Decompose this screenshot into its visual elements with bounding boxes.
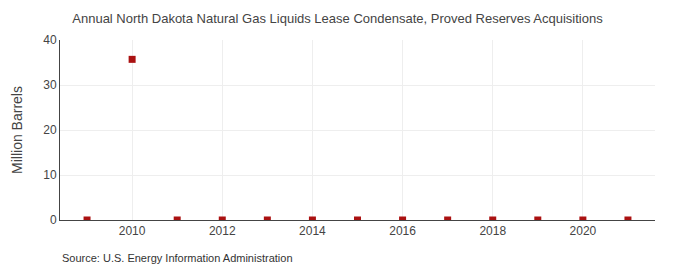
svg-text:2014: 2014 xyxy=(299,224,326,238)
svg-text:20: 20 xyxy=(43,123,57,137)
svg-text:40: 40 xyxy=(43,33,57,47)
svg-text:Million Barrels: Million Barrels xyxy=(9,86,25,174)
svg-text:2016: 2016 xyxy=(389,224,416,238)
svg-text:2012: 2012 xyxy=(209,224,236,238)
svg-text:2018: 2018 xyxy=(479,224,506,238)
svg-text:10: 10 xyxy=(43,168,57,182)
svg-text:Source: U.S. Energy Informatio: Source: U.S. Energy Information Administ… xyxy=(62,252,293,264)
svg-text:Annual North Dakota Natural Ga: Annual North Dakota Natural Gas Liquids … xyxy=(72,11,603,26)
svg-text:2020: 2020 xyxy=(570,224,597,238)
svg-text:2010: 2010 xyxy=(119,224,146,238)
svg-text:30: 30 xyxy=(43,78,57,92)
svg-text:0: 0 xyxy=(50,213,57,227)
